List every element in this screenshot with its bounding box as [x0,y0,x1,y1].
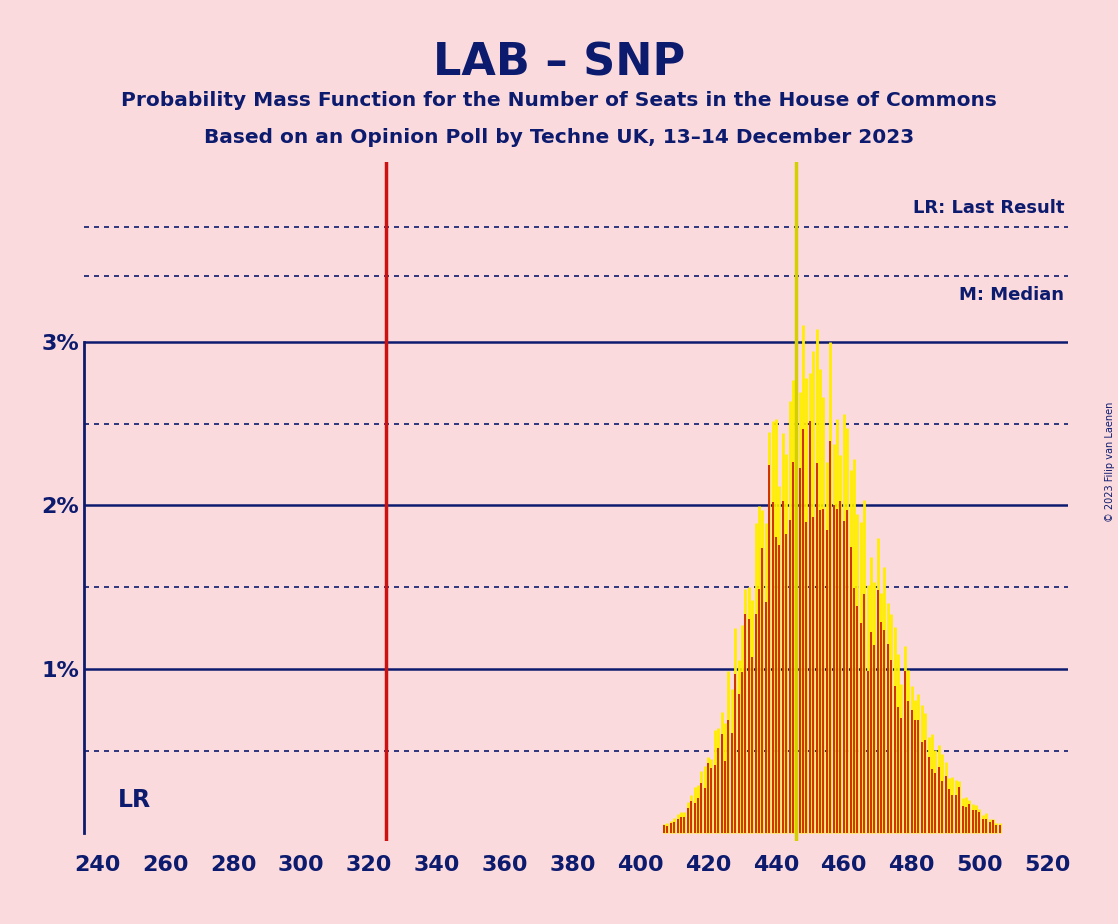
Text: © 2023 Filip van Laenen: © 2023 Filip van Laenen [1106,402,1115,522]
Text: LAB – SNP: LAB – SNP [433,42,685,85]
Text: M: Median: M: Median [959,286,1064,304]
Text: Probability Mass Function for the Number of Seats in the House of Commons: Probability Mass Function for the Number… [121,91,997,110]
Text: LR: Last Result: LR: Last Result [912,200,1064,217]
Text: Based on an Opinion Poll by Techne UK, 13–14 December 2023: Based on an Opinion Poll by Techne UK, 1… [203,128,915,147]
Text: LR: LR [117,788,151,812]
